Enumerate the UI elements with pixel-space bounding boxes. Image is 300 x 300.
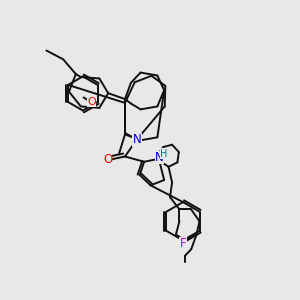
- Text: O: O: [87, 97, 96, 107]
- Text: N: N: [132, 133, 141, 146]
- Text: O: O: [103, 153, 112, 166]
- Text: N: N: [155, 151, 164, 164]
- Text: H: H: [160, 148, 168, 158]
- Text: F: F: [180, 237, 186, 250]
